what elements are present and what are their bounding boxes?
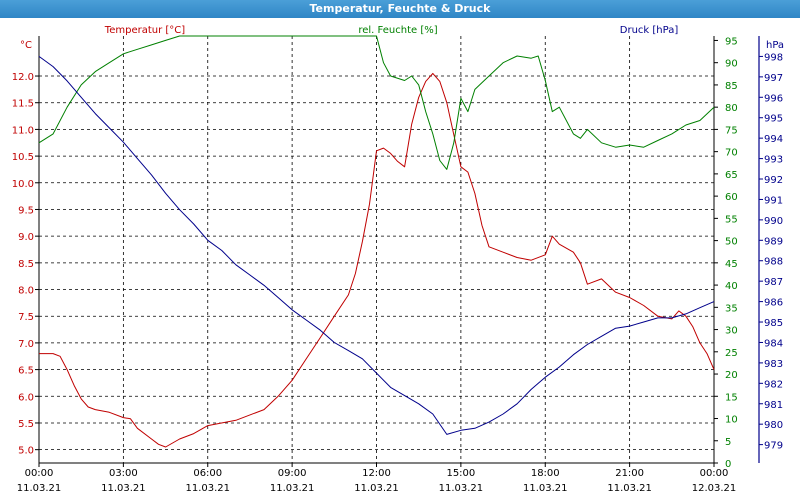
pressure-tick-label: 987	[764, 277, 783, 288]
x-tick-time-label: 15:00	[446, 468, 475, 479]
pressure-tick-label: 990	[764, 216, 783, 227]
humidity-tick-label: 5	[725, 437, 731, 448]
pressure-tick-label: 997	[764, 73, 783, 84]
x-tick-time-label: 12:00	[362, 468, 391, 479]
temperature-tick-label: 10.5	[12, 152, 34, 163]
humidity-tick-label: 10	[725, 415, 738, 426]
x-tick-date-label: 12.03.21	[692, 483, 737, 494]
humidity-tick-label: 50	[725, 237, 738, 248]
humidity-tick-label: 65	[725, 170, 738, 181]
x-tick-date-label: 11.03.21	[607, 483, 652, 494]
pressure-tick-label: 993	[764, 155, 783, 166]
temperature-tick-label: 6.5	[18, 366, 34, 377]
x-tick-date-label: 11.03.21	[17, 483, 62, 494]
temperature-tick-label: 5.5	[18, 419, 34, 430]
humidity-tick-label: 70	[725, 148, 738, 159]
humidity-tick-label: 30	[725, 326, 738, 337]
x-tick-time-label: 18:00	[531, 468, 560, 479]
pressure-tick-label: 992	[764, 175, 783, 186]
temperature-axis-label: Temperatur [°C]	[104, 25, 185, 36]
humidity-tick-label: 40	[725, 281, 738, 292]
humidity-tick-label: 75	[725, 125, 738, 136]
temperature-tick-label: 8.0	[18, 286, 34, 297]
humidity-tick-label: 95	[725, 36, 738, 47]
humidity-tick-label: 20	[725, 370, 738, 381]
pressure-tick-label: 983	[764, 359, 783, 370]
temperature-tick-label: 12.0	[12, 72, 34, 83]
chart: 5.0 5.5 6.0 6.5 7.0 7.5 8.0 8.5 9.0 9.5 10.0 10.5 11…	[0, 18, 800, 500]
pressure-tick-label: 988	[764, 257, 783, 268]
x-tick-date-label: 11.03.21	[270, 483, 315, 494]
humidity-tick-label: 55	[725, 214, 738, 225]
temperature-tick-label: 10.0	[12, 179, 34, 190]
pressure-tick-label: 980	[764, 420, 783, 431]
temperature-tick-label: 9.5	[18, 205, 34, 216]
x-tick-time-label: 06:00	[193, 468, 222, 479]
temperature-tick-label: 9.0	[18, 232, 34, 243]
temperature-tick-label: 11.0	[12, 125, 34, 136]
pressure-tick-label: 986	[764, 298, 783, 309]
x-tick-time-label: 03:00	[109, 468, 138, 479]
pressure-tick-label: 979	[764, 441, 783, 452]
humidity-tick-label: 25	[725, 348, 738, 359]
humidity-tick-label: 35	[725, 303, 738, 314]
pressure-tick-label: 995	[764, 114, 783, 125]
x-tick-date-label: 11.03.21	[439, 483, 484, 494]
x-tick-date-label: 11.03.21	[354, 483, 399, 494]
pressure-tick-label: 994	[764, 134, 783, 145]
temperature-tick-label: 11.5	[12, 99, 34, 110]
temperature-tick-label: 7.0	[18, 339, 34, 350]
x-tick-date-label: 11.03.21	[101, 483, 146, 494]
humidity-tick-label: 80	[725, 103, 738, 114]
x-tick-date-label: 11.03.21	[523, 483, 568, 494]
temperature-tick-label: 6.0	[18, 392, 34, 403]
temperature-tick-label: 5.0	[18, 446, 34, 457]
x-tick-time-label: 00:00	[700, 468, 729, 479]
pressure-tick-label: 981	[764, 400, 783, 411]
pressure-axis-label: Druck [hPa]	[620, 25, 679, 36]
chart-title: Temperatur, Feuchte & Druck	[0, 0, 800, 18]
pressure-unit-label: hPa	[766, 40, 784, 51]
x-tick-time-label: 21:00	[615, 468, 644, 479]
pressure-tick-label: 996	[764, 93, 783, 104]
x-tick-time-label: 00:00	[25, 468, 54, 479]
temperature-tick-label: 7.5	[18, 312, 34, 323]
temperature-unit-label: °C	[20, 40, 32, 51]
x-tick-date-label: 11.03.21	[185, 483, 230, 494]
pressure-tick-label: 982	[764, 379, 783, 390]
humidity-tick-label: 60	[725, 192, 738, 203]
temperature-tick-label: 8.5	[18, 259, 34, 270]
pressure-tick-label: 984	[764, 338, 783, 349]
pressure-tick-label: 998	[764, 52, 783, 63]
humidity-axis-label: rel. Feuchte [%]	[358, 25, 437, 36]
humidity-tick-label: 90	[725, 59, 738, 70]
humidity-tick-label: 15	[725, 392, 738, 403]
pressure-tick-label: 991	[764, 195, 783, 206]
pressure-tick-label: 985	[764, 318, 783, 329]
pressure-tick-label: 989	[764, 236, 783, 247]
x-tick-time-label: 09:00	[278, 468, 307, 479]
humidity-tick-label: 45	[725, 259, 738, 270]
humidity-tick-label: 85	[725, 81, 738, 92]
